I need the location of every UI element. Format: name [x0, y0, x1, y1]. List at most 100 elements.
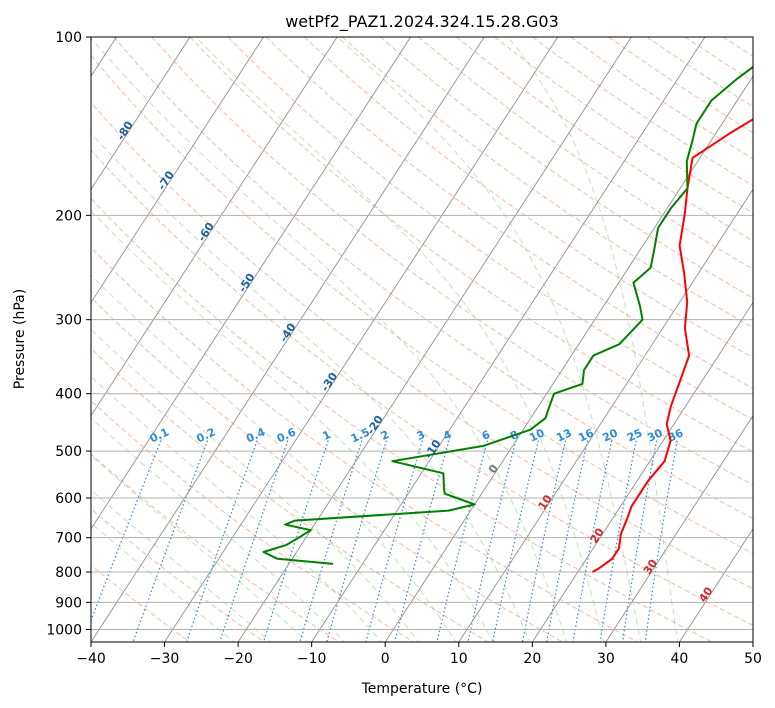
moist-adiabat — [195, 37, 605, 642]
y-tick-label: 300 — [55, 313, 82, 329]
mixing-ratio-line — [492, 440, 539, 642]
moist-adiabat — [507, 37, 679, 642]
temperature-profile — [592, 118, 753, 573]
y-tick-label: 800 — [55, 565, 82, 581]
isotherm-label: 10 — [536, 492, 555, 512]
dry-adiabat — [380, 37, 753, 299]
y-tick-label: 400 — [55, 387, 82, 403]
plot-frame — [90, 36, 754, 643]
mixing-ratio-label: 0.1 — [148, 425, 171, 445]
dry-adiabat — [91, 399, 415, 642]
isotherm-line — [531, 301, 753, 642]
mixing-ratio-line — [521, 440, 567, 642]
mixing-ratio-line — [621, 440, 658, 642]
mixing-ratio-line — [262, 440, 329, 642]
moist-adiabat — [91, 132, 531, 642]
dry-adiabat — [151, 37, 753, 486]
dry-adiabat — [91, 564, 191, 642]
isotherm-label: -40 — [277, 321, 299, 345]
moist-adiabat — [91, 454, 309, 642]
mixing-ratio-label: 13 — [554, 426, 573, 444]
x-axis-title: Temperature (°C) — [361, 681, 483, 697]
mixing-ratio-line — [132, 440, 209, 642]
isotherm-line — [458, 188, 753, 642]
mixing-ratio-line — [185, 440, 258, 642]
isotherm-line — [91, 37, 412, 530]
moist-adiabat — [91, 328, 420, 642]
dry-adiabat — [189, 37, 753, 453]
moist-adiabat — [91, 375, 383, 642]
isotherm-line — [678, 527, 753, 642]
isotherm-label: -30 — [319, 370, 341, 394]
mixing-ratio-label: 6 — [480, 428, 493, 443]
x-tick-label: −20 — [223, 651, 253, 667]
dry-adiabat — [227, 37, 753, 421]
isotherm-line — [752, 641, 753, 642]
dry-adiabat — [265, 37, 753, 389]
mixing-ratio-label: 2 — [379, 428, 391, 443]
isotherm-line — [91, 37, 485, 642]
x-tick-label: 10 — [450, 651, 468, 667]
y-tick-label: 1000 — [46, 622, 82, 638]
dry-adiabat — [91, 197, 713, 642]
dry-adiabat — [91, 453, 340, 642]
dry-adiabat — [608, 37, 753, 134]
mixing-ratio-label: 10 — [527, 426, 547, 444]
moist-adiabat — [91, 37, 568, 642]
isotherm-line — [163, 37, 559, 642]
x-tick-label: 40 — [671, 651, 689, 667]
x-tick-label: 0 — [381, 651, 390, 667]
moist-adiabat — [91, 417, 346, 642]
y-tick-label: 900 — [55, 595, 82, 611]
isotherm-line — [91, 37, 338, 417]
dry-adiabat — [570, 37, 753, 160]
isotherm-line — [605, 414, 753, 642]
dry-adiabat — [494, 37, 753, 214]
mixing-ratio-line — [644, 440, 678, 642]
dry-adiabat — [646, 37, 753, 108]
mixing-ratio-label: 30 — [645, 426, 665, 444]
mixing-ratio-label: 25 — [625, 426, 644, 444]
isotherm-line — [311, 37, 706, 642]
isotherm-label: -100 — [27, 20, 53, 50]
dry-adiabat — [722, 37, 753, 57]
chart-title: wetPf2_PAZ1.2024.324.15.28.G03 — [285, 12, 559, 32]
mixing-ratio-line — [219, 440, 289, 642]
mixing-ratio-label: 1 — [321, 428, 333, 443]
isotherm-line — [91, 37, 265, 304]
mixing-ratio-line — [545, 440, 589, 642]
x-tick-label: −40 — [76, 651, 106, 667]
mixing-ratio-line — [394, 440, 450, 642]
mixing-ratio-line — [436, 440, 489, 642]
y-tick-label: 600 — [55, 491, 82, 507]
grid-lines — [91, 37, 753, 642]
x-tick-label: −30 — [150, 651, 180, 667]
y-tick-label: 500 — [55, 444, 82, 460]
x-tick-label: 30 — [597, 651, 615, 667]
dry-adiabat — [761, 37, 775, 644]
dry-adiabat — [91, 54, 753, 554]
mixing-ratio-label: 0.2 — [194, 425, 217, 445]
x-axis: −40 −30 −20 −10 0 10 20 30 40 50 — [76, 642, 762, 667]
moist-adiabat — [91, 274, 457, 642]
dry-adiabat — [113, 37, 753, 520]
x-tick-label: 20 — [523, 651, 541, 667]
y-axis: 100 200 300 400 500 600 700 800 900 1000 — [46, 30, 91, 638]
y-tick-label: 100 — [55, 30, 82, 46]
isotherm-labels: -100-90-80-70-60-50-40-30-20-10010203040… — [27, 20, 716, 605]
mixing-ratio-label: 20 — [600, 426, 620, 444]
x-tick-label: −10 — [297, 651, 327, 667]
mixing-ratio-line — [326, 440, 387, 642]
dry-adiabat — [418, 37, 753, 270]
isotherm-label: 0 — [486, 462, 501, 476]
mixing-ratio-line — [365, 440, 423, 642]
y-tick-label: 200 — [55, 208, 82, 224]
y-axis-title: Pressure (hPa) — [12, 289, 28, 389]
mixing-ratio-label: 0.4 — [244, 425, 267, 445]
dewpoint-profile — [262, 65, 753, 565]
dry-adiabat — [341, 37, 753, 329]
isotherm-label: -60 — [195, 220, 217, 244]
x-tick-label: 50 — [744, 651, 762, 667]
profiles — [262, 65, 753, 573]
